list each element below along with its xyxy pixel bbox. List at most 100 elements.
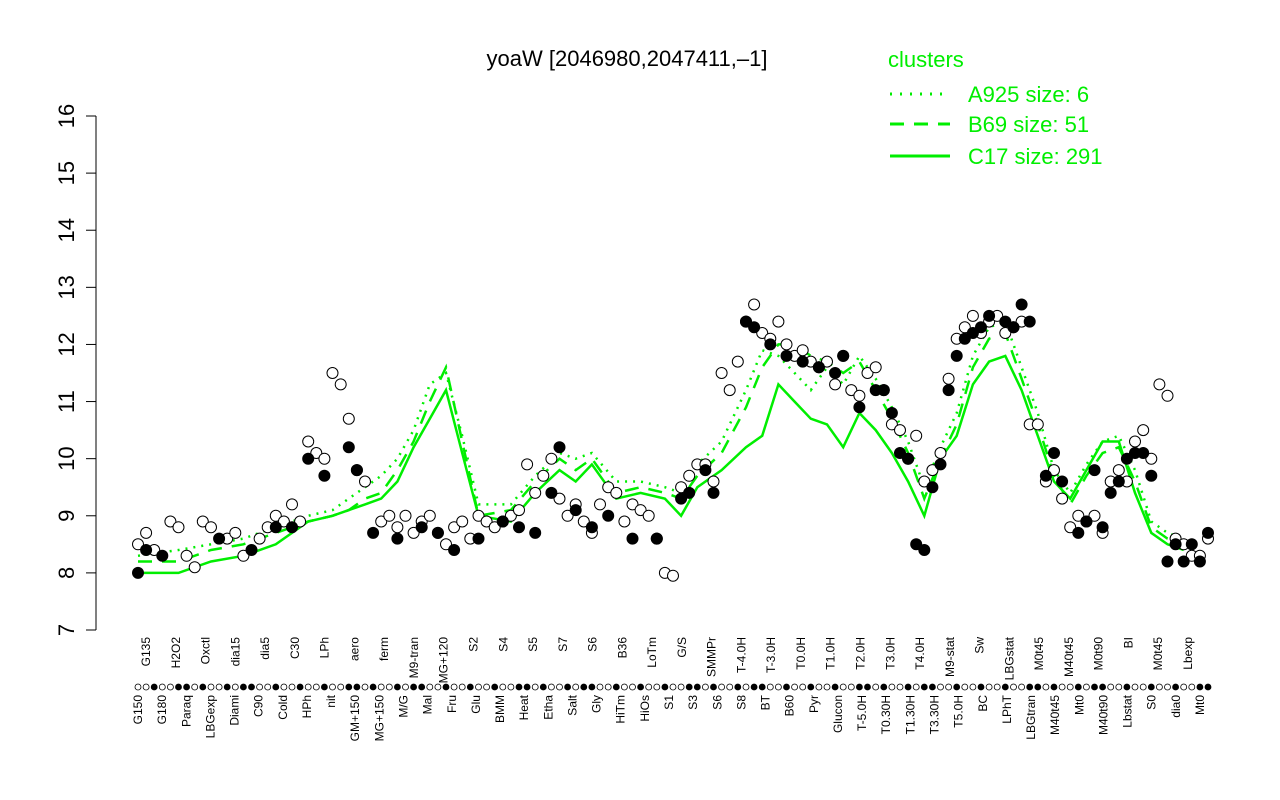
rug-mark [815, 683, 823, 691]
x-axis-labels: G135 H2O2 Oxctl dia15 dia5 C30 LPh aero ferm M9-t… [131, 636, 1207, 741]
rug-mark [961, 683, 969, 691]
rug-mark [572, 683, 580, 691]
x-tick-label: Fru [445, 695, 459, 713]
rug-mark [612, 683, 620, 691]
x-tick-label: T-4.0H [734, 637, 748, 673]
series-line-solid [138, 354, 1185, 575]
data-point [359, 475, 371, 488]
rug-mark [369, 683, 377, 691]
data-point-filled [934, 458, 947, 471]
data-point [310, 447, 323, 459]
x-tick-label: Cold [276, 695, 290, 720]
data-point-filled [1056, 475, 1069, 488]
rug-mark [134, 683, 142, 691]
x-tick-label: S2 [467, 637, 481, 652]
x-tick-label: C90 [252, 695, 266, 717]
x-tick-label: S0 [1145, 695, 1159, 710]
data-point-filled [975, 321, 987, 334]
rug-mark [304, 683, 312, 691]
rug-mark [175, 683, 182, 691]
data-point [667, 569, 679, 582]
data-point-filled [675, 492, 688, 505]
data-point-filled [553, 441, 566, 454]
data-point-filled [415, 521, 428, 534]
data-point [488, 521, 501, 534]
data-point-filled [1088, 464, 1101, 477]
data-point-filled [1161, 555, 1174, 568]
rug-mark [320, 683, 328, 691]
data-point-filled [391, 532, 404, 545]
data-point [504, 509, 517, 522]
rug-mark [1042, 683, 1050, 691]
rug-mark [183, 683, 191, 691]
data-point-filled [545, 486, 558, 499]
rug-mark [734, 683, 742, 691]
x-tick-label: G/S [675, 637, 689, 658]
rug-mark [426, 683, 434, 691]
y-tick-label: 7 [54, 624, 79, 636]
data-point-filled [1023, 315, 1036, 328]
data-point [918, 475, 931, 488]
data-point-filled [942, 384, 955, 397]
data-point [286, 498, 298, 511]
x-tick-label: Etha [541, 695, 555, 720]
x-axis-rug [134, 683, 1212, 691]
rug-mark [215, 683, 223, 691]
rug-mark [766, 683, 774, 691]
rug-mark [702, 683, 709, 691]
x-tick-label: Gly [590, 695, 604, 713]
x-tick-label: SMMPr [705, 637, 719, 677]
rug-mark [912, 683, 920, 691]
x-tick-label: LoTm [645, 637, 659, 668]
y-tick-label: 12 [54, 332, 79, 356]
data-point-filled [910, 538, 923, 551]
x-tick-label: B36 [615, 637, 629, 659]
rug-mark [588, 683, 596, 691]
data-point-filled [472, 532, 485, 545]
rug-mark [564, 683, 571, 691]
data-point [942, 372, 955, 385]
rug-mark [920, 683, 928, 691]
rug-mark [645, 683, 653, 691]
rug-mark [353, 683, 361, 691]
data-point-filled [1193, 555, 1206, 568]
data-point-filled [958, 332, 971, 345]
data-point [196, 515, 209, 528]
rug-mark [1180, 683, 1188, 691]
data-point-filled [569, 504, 582, 517]
data-point [845, 384, 858, 397]
data-point [1056, 492, 1069, 505]
rug-mark [1050, 683, 1058, 691]
rug-mark [750, 683, 758, 691]
x-tick-label: Mt0 [1193, 695, 1207, 715]
rug-mark [475, 683, 482, 691]
rug-mark [410, 683, 418, 691]
x-tick-label: Mt0 [1072, 695, 1086, 715]
data-point [642, 509, 655, 522]
y-tick-label: 16 [54, 104, 79, 128]
data-point [723, 384, 736, 397]
x-tick-label: HPh [300, 695, 314, 718]
rug-mark [693, 683, 701, 691]
rug-mark [158, 683, 166, 691]
data-point-filled [1169, 538, 1182, 551]
x-tick-label: dia0 [1169, 695, 1183, 718]
data-point-filled [213, 532, 226, 545]
data-point-filled [286, 521, 298, 534]
data-point [448, 521, 461, 534]
data-point-filled [780, 349, 793, 362]
data-point [1072, 509, 1085, 522]
x-tick-label: T1.30H [903, 695, 917, 734]
data-point-filled [132, 566, 144, 579]
data-point-filled [318, 469, 331, 482]
y-tick-label: 13 [54, 275, 79, 299]
data-point [140, 526, 153, 539]
data-point [683, 469, 696, 482]
rug-mark [248, 683, 255, 691]
data-point [545, 452, 558, 465]
data-point-filled [1112, 475, 1125, 488]
y-tick-label: 10 [54, 446, 79, 470]
data-point-filled [918, 544, 931, 556]
data-point [302, 435, 315, 448]
data-point-filled [650, 532, 663, 545]
